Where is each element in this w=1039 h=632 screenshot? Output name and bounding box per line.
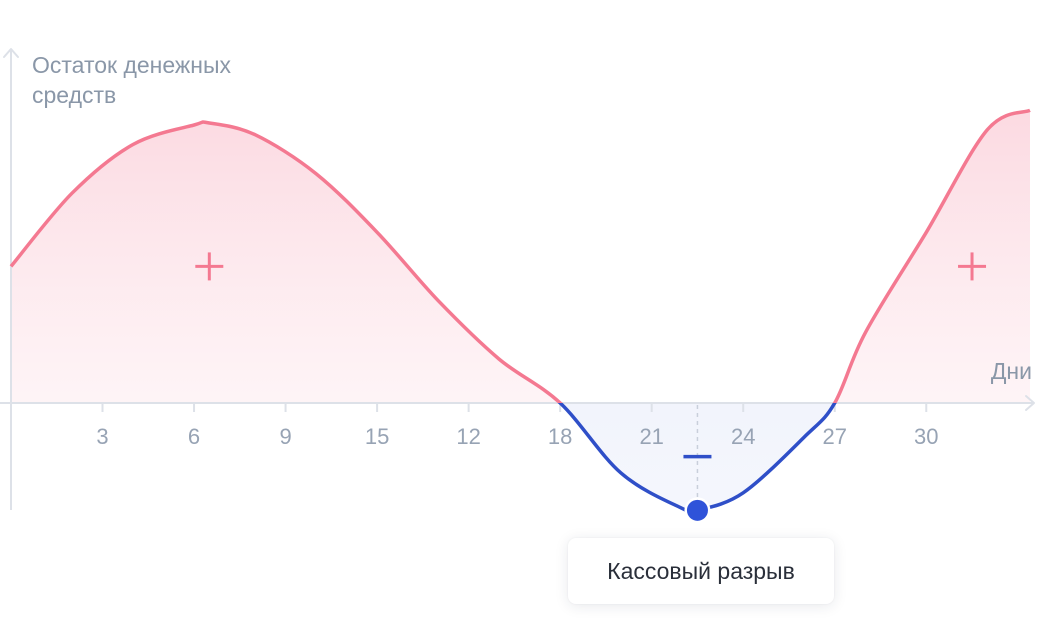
x-tick-label: 3: [96, 424, 108, 449]
y-axis-title-line: средств: [32, 82, 116, 108]
x-tick-label: 15: [365, 424, 389, 449]
x-tick-label: 24: [731, 424, 755, 449]
x-tick-label: 27: [823, 424, 847, 449]
y-axis-title-line: Остаток денежных: [32, 52, 232, 78]
y-axis-title: Остаток денежных средств: [32, 52, 232, 108]
x-axis-arrow: [1025, 395, 1035, 411]
x-tick-label: 12: [456, 424, 480, 449]
x-tick-label: 21: [639, 424, 663, 449]
minimum-point: [686, 499, 708, 521]
cash-gap-callout: Кассовый разрыв: [568, 538, 834, 604]
x-tick-label: 30: [914, 424, 938, 449]
negative-area-fill: [11, 403, 1030, 513]
positive-balance-line: [9, 108, 1031, 403]
positive-area-fill: [11, 110, 1030, 403]
x-tick-label: 9: [279, 424, 291, 449]
x-tick-label: 6: [188, 424, 200, 449]
y-axis-arrow: [3, 48, 19, 58]
x-axis-title: Дни: [991, 358, 1032, 384]
x-tick-label: 18: [548, 424, 572, 449]
callout-label: Кассовый разрыв: [607, 557, 795, 584]
